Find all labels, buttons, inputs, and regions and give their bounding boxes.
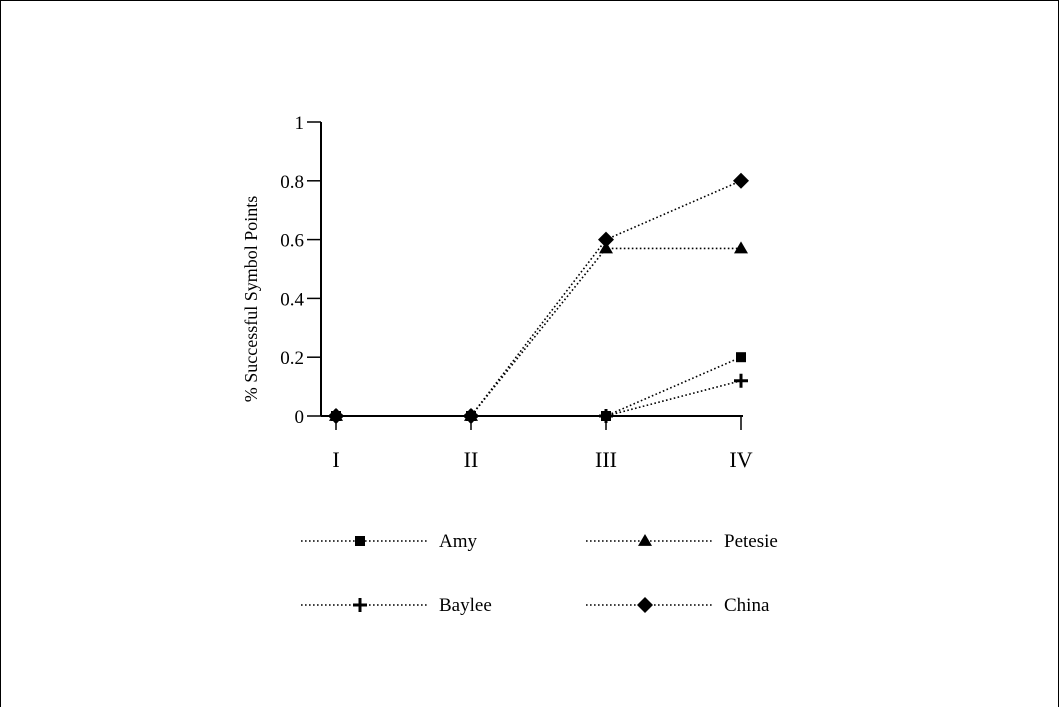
legend-marker-petesie — [638, 534, 652, 546]
data-point-baylee — [599, 409, 613, 423]
x-tick-label: III — [595, 447, 617, 472]
data-point-china — [328, 408, 344, 424]
data-point-baylee — [734, 373, 748, 388]
legend-marker-baylee — [353, 598, 367, 612]
legend-marker-amy — [355, 536, 365, 546]
legend-item-china: China — [586, 595, 770, 616]
chart-legend: Amy Petesie Baylee China — [301, 531, 778, 616]
data-point-amy — [736, 352, 746, 363]
series-line-petesie — [336, 247, 741, 417]
series-lines — [336, 180, 742, 417]
x-tick-label: I — [332, 447, 339, 472]
y-tick-label: 0.8 — [280, 172, 304, 193]
y-tick-label: 0.4 — [280, 289, 304, 310]
y-axis-title: % Successful Symbol Points — [241, 196, 261, 403]
legend-item-petesie: Petesie — [586, 531, 778, 552]
data-point-petesie — [734, 241, 748, 254]
y-tick-label: 0.2 — [280, 348, 304, 369]
legend-label: Petesie — [724, 531, 778, 552]
series-markers — [328, 172, 749, 424]
series-line-baylee — [336, 379, 742, 417]
legend-marker-china — [637, 597, 653, 613]
series-line-china — [336, 180, 742, 417]
data-point-china — [598, 231, 614, 248]
legend-label: Baylee — [439, 595, 492, 616]
legend-label: China — [724, 595, 770, 616]
series-line-amy — [336, 356, 742, 417]
y-tick-label: 1 — [295, 113, 305, 134]
legend-label: Amy — [439, 531, 478, 552]
y-tick-label: 0.6 — [280, 231, 304, 252]
x-tick-label: II — [464, 447, 479, 472]
chart-axes: 00.20.40.60.81I II III IV — [280, 113, 752, 472]
x-tick-label: IV — [729, 447, 752, 472]
legend-item-amy: Amy — [301, 531, 478, 552]
data-point-china — [733, 172, 749, 189]
data-point-china — [463, 408, 479, 424]
y-tick-label: 0 — [295, 407, 305, 428]
legend-item-baylee: Baylee — [301, 595, 492, 616]
